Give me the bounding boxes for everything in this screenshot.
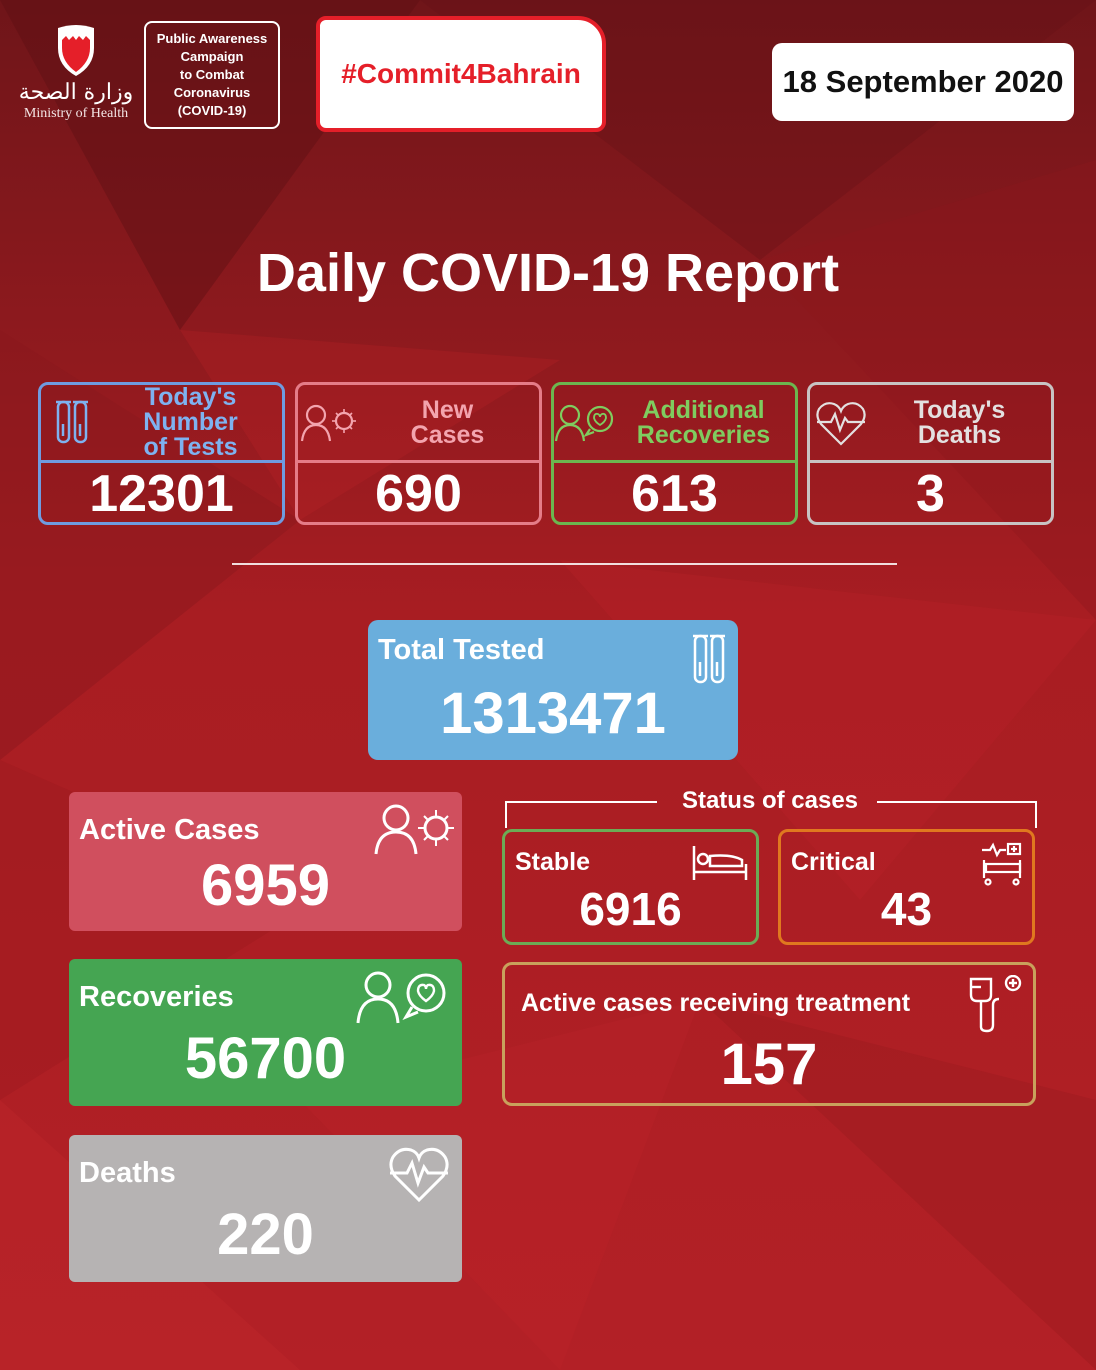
person-virus-icon	[298, 393, 360, 453]
campaign-line: Public Awareness	[156, 31, 268, 46]
stat-label: Today's Deaths	[872, 395, 1051, 449]
stat-new-cases: New Cases 690	[295, 382, 542, 525]
critical-value: 43	[880, 883, 933, 935]
active-cases-card: Active Cases 6959	[69, 792, 462, 931]
stat-header: Today's Number of Tests	[41, 385, 282, 463]
recoveries-value: 56700	[184, 1026, 347, 1091]
person-virus-icon	[374, 804, 454, 855]
campaign-badge: Public Awareness Campaign to Combat Coro…	[144, 21, 280, 129]
stat-additional-recoveries: Additional Recoveries 613	[551, 382, 798, 525]
iv-drip-icon	[969, 975, 1022, 1033]
icu-bed-icon	[982, 842, 1022, 886]
stat-value: 690	[375, 465, 462, 523]
recoveries-label: Recoveries	[79, 981, 234, 1013]
divider	[232, 563, 897, 565]
stat-header: New Cases	[298, 385, 539, 463]
status-bracket	[505, 801, 1037, 828]
stat-header: Additional Recoveries	[554, 385, 795, 463]
person-heart-icon	[554, 393, 616, 453]
deaths-label: Deaths	[79, 1157, 176, 1189]
campaign-line: Coronavirus	[173, 85, 251, 100]
recoveries-card: Recoveries 56700	[69, 959, 462, 1106]
stat-label-line: Today's	[913, 395, 1006, 424]
active-cases-label: Active Cases	[79, 814, 260, 846]
campaign-line: (COVID-19)	[177, 103, 247, 118]
page-title: Daily COVID-19 Report	[256, 243, 840, 303]
treatment-label: Active cases receiving treatment	[521, 989, 911, 1017]
stat-value: 3	[916, 465, 945, 523]
stat-value: 12301	[89, 465, 234, 523]
stable-value: 6916	[579, 883, 682, 935]
report-date: 18 September 2020	[772, 43, 1074, 121]
stat-value: 613	[631, 465, 718, 523]
stat-label: Additional Recoveries	[616, 395, 795, 449]
stat-label-line: of Tests	[143, 433, 238, 461]
deaths-value: 220	[217, 1202, 314, 1267]
stat-todays-tests: Today's Number of Tests 12301	[38, 382, 285, 525]
heartbeat-icon	[810, 393, 872, 453]
stat-label: Today's Number of Tests	[103, 385, 282, 460]
hospital-bed-icon	[692, 846, 748, 880]
test-tubes-icon	[41, 393, 103, 453]
test-tubes-icon	[693, 634, 725, 684]
stat-label-line: Cases	[410, 420, 485, 449]
stat-label-line: Additional	[642, 395, 765, 424]
stat-label-line: Recoveries	[636, 420, 771, 449]
status-title: Status of cases	[681, 787, 859, 814]
person-heart-icon	[356, 971, 446, 1024]
stable-card: Stable 6916	[502, 829, 759, 945]
bahrain-emblem-icon	[58, 25, 94, 76]
hashtag-badge: #Commit4Bahrain	[316, 16, 606, 132]
treatment-value: 157	[720, 1032, 818, 1097]
stat-todays-deaths: Today's Deaths 3	[807, 382, 1054, 525]
ministry-name-english: Ministry of Health	[23, 106, 129, 121]
treatment-card: Active cases receiving treatment 157	[502, 962, 1036, 1106]
total-tested-card: Total Tested 1313471	[368, 620, 738, 760]
stat-label: New Cases	[360, 395, 539, 449]
campaign-line: to Combat	[179, 67, 245, 82]
stat-label-line: New	[421, 395, 474, 424]
deaths-card: Deaths 220	[69, 1135, 462, 1282]
active-cases-value: 6959	[200, 853, 331, 918]
ministry-logo: وزارة الصحة Ministry of Health	[14, 22, 138, 140]
critical-label: Critical	[791, 848, 876, 876]
total-tested-value: 1313471	[440, 681, 666, 746]
heartbeat-icon	[389, 1147, 449, 1203]
stat-header: Today's Deaths	[810, 385, 1051, 463]
campaign-line: Campaign	[180, 49, 244, 64]
total-tested-label: Total Tested	[378, 634, 545, 666]
critical-card: Critical 43	[778, 829, 1035, 945]
stat-label-line: Today's Number	[143, 383, 238, 436]
stat-label-line: Deaths	[917, 420, 1002, 449]
ministry-name-arabic: وزارة الصحة	[18, 80, 134, 105]
stable-label: Stable	[515, 848, 591, 876]
